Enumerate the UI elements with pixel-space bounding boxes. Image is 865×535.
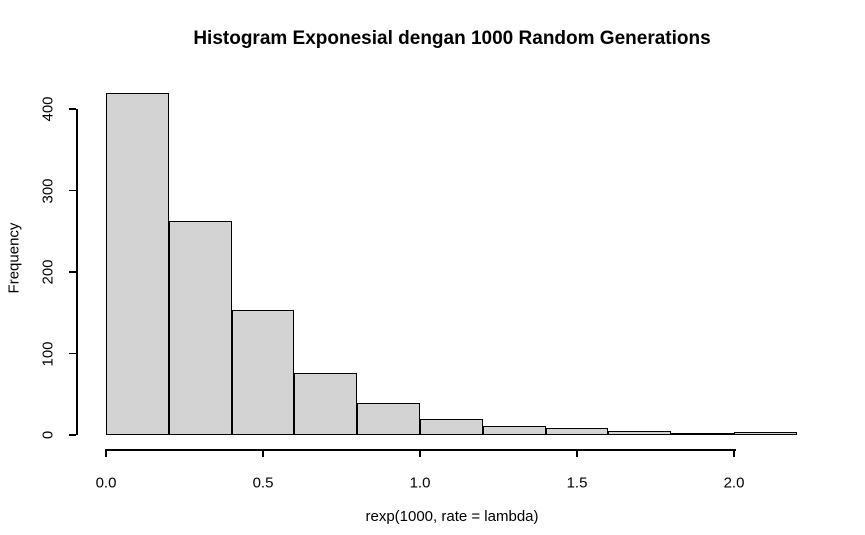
y-axis-tick-label: 100 xyxy=(39,340,57,367)
histogram-bar xyxy=(294,373,358,435)
y-axis-tick xyxy=(69,108,76,110)
x-axis-tick xyxy=(105,449,107,457)
histogram-bar xyxy=(420,418,483,435)
x-axis-tick xyxy=(733,449,735,457)
y-axis-tick xyxy=(69,271,76,273)
x-axis-tick-label: 1.5 xyxy=(566,474,588,492)
histogram-bar xyxy=(168,221,232,435)
y-axis-tick-label: 0 xyxy=(39,430,57,440)
y-axis-line xyxy=(76,109,78,435)
y-axis-label-text: Frequency xyxy=(5,222,23,294)
y-axis-tick-label: 400 xyxy=(39,96,57,122)
chart-title: Histogram Exponesial dengan 1000 Random … xyxy=(193,28,711,49)
y-axis-tick-label: 200 xyxy=(39,259,57,285)
histogram-bar xyxy=(231,310,295,435)
y-axis-tick xyxy=(69,189,76,192)
histogram-bar xyxy=(545,427,609,435)
histogram-bar xyxy=(482,426,546,435)
x-axis-tick xyxy=(576,449,578,457)
x-axis-tick-label: 2.0 xyxy=(723,474,745,492)
x-axis-line xyxy=(106,449,736,451)
x-axis-tick-label: 1.0 xyxy=(409,474,431,492)
histogram-bar xyxy=(357,403,420,435)
y-axis-tick-label: 300 xyxy=(39,177,57,204)
x-axis-tick xyxy=(262,449,264,457)
histogram-bar xyxy=(671,432,734,435)
y-axis-tick xyxy=(69,434,76,436)
x-axis-label: rexp(1000, rate = lambda) xyxy=(365,508,539,525)
y-axis-tick xyxy=(69,352,76,355)
x-axis-tick-label: 0.5 xyxy=(252,474,274,492)
histogram-bar xyxy=(734,431,797,435)
histogram-bar xyxy=(106,92,169,435)
histogram-bar xyxy=(608,430,672,435)
x-axis-tick xyxy=(419,449,421,457)
x-axis-tick-label: 0.0 xyxy=(95,474,117,492)
